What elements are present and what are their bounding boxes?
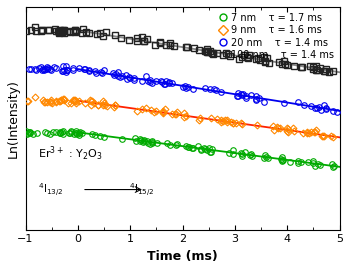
X-axis label: Time (ms): Time (ms) bbox=[147, 250, 218, 263]
Text: Er$^{3+}$ : Y$_2$O$_3$: Er$^{3+}$ : Y$_2$O$_3$ bbox=[38, 145, 103, 163]
Text: $^4$I$_{15/2}$: $^4$I$_{15/2}$ bbox=[129, 181, 155, 198]
Y-axis label: Ln(Intensity): Ln(Intensity) bbox=[7, 79, 20, 158]
Legend: 7 nm    τ = 1.7 ms, 9 nm    τ = 1.6 ms, 20 nm    τ = 1.4 ms, 100 nm    τ = 1.4 m: 7 nm τ = 1.7 ms, 9 nm τ = 1.6 ms, 20 nm … bbox=[218, 12, 335, 61]
Text: $^4$I$_{13/2}$: $^4$I$_{13/2}$ bbox=[38, 181, 63, 198]
